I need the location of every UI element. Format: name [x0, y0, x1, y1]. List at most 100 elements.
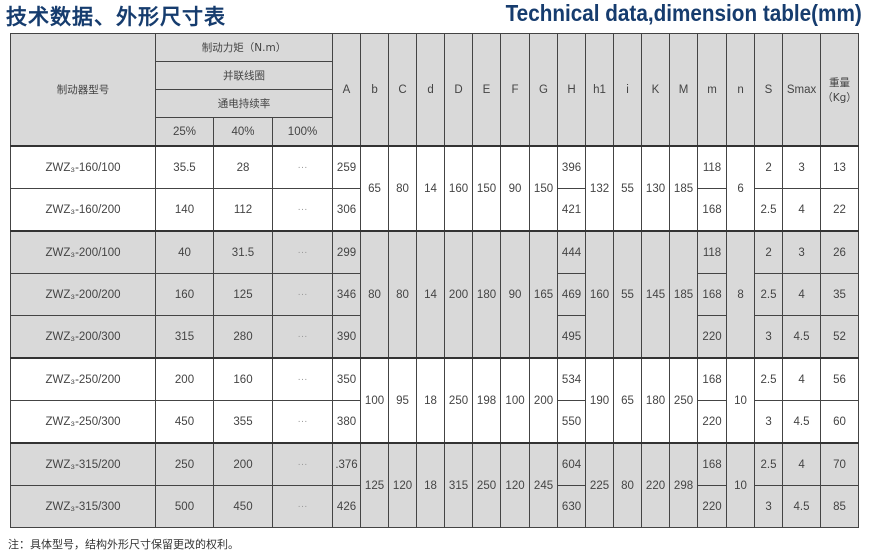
cell-d: 315 — [444, 442, 474, 528]
cell-h: 444 — [557, 230, 587, 274]
table-body: ZWZ₃-160/100 35.5 28 ··· 259 65 80 14 160 150 90 15… — [10, 145, 860, 528]
cell-h: 604 — [557, 442, 587, 486]
cell-n: 10 — [726, 357, 756, 444]
cell-h: 495 — [557, 315, 587, 359]
cell-smax: 3 — [782, 145, 822, 189]
cell-g: 150 — [529, 145, 559, 232]
cell-k: 220 — [641, 442, 671, 528]
cell-smax: 3 — [782, 230, 822, 274]
cell-t100: ··· — [271, 357, 334, 401]
cell-e: 250 — [472, 442, 502, 528]
cell-s: 3 — [754, 400, 784, 444]
cell-d: 160 — [444, 145, 474, 232]
cell-kg: 26 — [820, 230, 860, 274]
cell-d: 250 — [444, 357, 474, 444]
cell-kg: 56 — [820, 357, 860, 401]
header-dim-m: m — [697, 33, 728, 147]
table-row: ZWZ₃-315/300 500 450 ··· 426 630 220 3 4.5 85 — [10, 485, 860, 528]
cell-s: 2.5 — [754, 442, 784, 486]
cell-h1: 225 — [585, 442, 615, 528]
header-dim-F: F — [500, 33, 531, 147]
cell-m: 220 — [697, 400, 728, 444]
cell-t100: ··· — [271, 230, 334, 274]
cell-t100: ··· — [271, 315, 334, 359]
cell-b: 125 — [360, 442, 390, 528]
cell-a: 259 — [332, 145, 362, 189]
header-dim-G: G — [529, 33, 559, 147]
cell-t100: ··· — [271, 188, 334, 232]
cell-model: ZWZ₃-315/300 — [10, 485, 156, 528]
header-dim-Smax: Smax — [782, 33, 822, 147]
header-dim-A: A — [332, 33, 362, 147]
cell-e: 198 — [472, 357, 502, 444]
cell-h: 469 — [557, 273, 587, 316]
cell-e: 180 — [472, 230, 502, 359]
cell-model: ZWZ₃-315/200 — [10, 442, 156, 486]
cell-a: 426 — [332, 485, 362, 528]
header-model: 制动器型号 — [10, 33, 156, 147]
table-row: ZWZ₃-315/200 250 200 ··· .376 125 120 18 315 250 1… — [10, 442, 860, 528]
cell-t25: 40 — [155, 230, 214, 274]
table-row: ZWZ₃-250/300 450 355 ··· 380 550 220 3 4.5 60 — [10, 400, 860, 444]
cell-d: 200 — [444, 230, 474, 359]
header-dim-M: M — [669, 33, 699, 147]
cell-smax: 4 — [782, 273, 822, 316]
cell-model: ZWZ₃-160/100 — [10, 145, 156, 189]
cell-t25: 250 — [155, 442, 214, 486]
cell-kg: 52 — [820, 315, 860, 359]
cell-s: 3 — [754, 315, 784, 359]
cell-m: 168 — [697, 188, 728, 232]
cell-d: 14 — [416, 230, 446, 359]
cell-s: 2 — [754, 230, 784, 274]
cell-i: 55 — [613, 145, 643, 232]
cell-t40: 31.5 — [213, 230, 273, 274]
cell-m: 168 — [697, 442, 728, 486]
cell-c: 80 — [388, 230, 418, 359]
cell-k: 130 — [641, 145, 671, 232]
cell-smax: 4.5 — [782, 400, 822, 444]
cell-t100: ··· — [271, 400, 334, 444]
cell-kg: 70 — [820, 442, 860, 486]
cell-m: 220 — [697, 485, 728, 528]
cell-k: 180 — [641, 357, 671, 444]
cell-s: 2.5 — [754, 273, 784, 316]
footnote: 注：具体型号，结构外形尺寸保留更改的权利。 — [8, 538, 239, 551]
cell-t25: 450 — [155, 400, 214, 444]
cell-t40: 280 — [213, 315, 273, 359]
cell-k: 145 — [641, 230, 671, 359]
cell-model: ZWZ₃-160/200 — [10, 188, 156, 232]
table-row: ZWZ₃-160/200 140 112 ··· 306 421 168 2.5 4 22 — [10, 188, 860, 232]
cell-m: 118 — [697, 230, 728, 274]
cell-t40: 125 — [213, 273, 273, 316]
header-duty-40: 40% — [213, 117, 273, 147]
header-duty-100: 100% — [271, 117, 334, 147]
cell-t25: 35.5 — [155, 145, 214, 189]
header-dim-d: d — [416, 33, 446, 147]
cell-d: 18 — [416, 357, 446, 444]
cell-t40: 355 — [213, 400, 273, 444]
header-dim-i: i — [613, 33, 643, 147]
cell-t100: ··· — [271, 485, 334, 528]
cell-h1: 160 — [585, 230, 615, 359]
cell-h1: 190 — [585, 357, 615, 444]
cell-a: 380 — [332, 400, 362, 444]
cell-t40: 450 — [213, 485, 273, 528]
header-duty-25: 25% — [155, 117, 214, 147]
cell-model: ZWZ₃-200/300 — [10, 315, 156, 359]
cell-a: 390 — [332, 315, 362, 359]
cell-smax: 4 — [782, 442, 822, 486]
header-dim-H: H — [557, 33, 587, 147]
cell-m: 250 — [669, 357, 699, 444]
table-row: ZWZ₃-200/100 40 31.5 ··· 299 80 80 14 200 180 90 16… — [10, 230, 860, 359]
cell-a: 306 — [332, 188, 362, 232]
cell-model: ZWZ₃-200/200 — [10, 273, 156, 316]
header-dim-K: K — [641, 33, 671, 147]
cell-i: 55 — [613, 230, 643, 359]
header-dim-E: E — [472, 33, 502, 147]
cell-t40: 160 — [213, 357, 273, 401]
header-dim-n: n — [726, 33, 756, 147]
cell-m: 118 — [697, 145, 728, 189]
cell-m: 185 — [669, 230, 699, 359]
table-row: ZWZ₃-250/200 200 160 ··· 350 100 95 18 250 198 100… — [10, 357, 860, 444]
cell-t40: 28 — [213, 145, 273, 189]
